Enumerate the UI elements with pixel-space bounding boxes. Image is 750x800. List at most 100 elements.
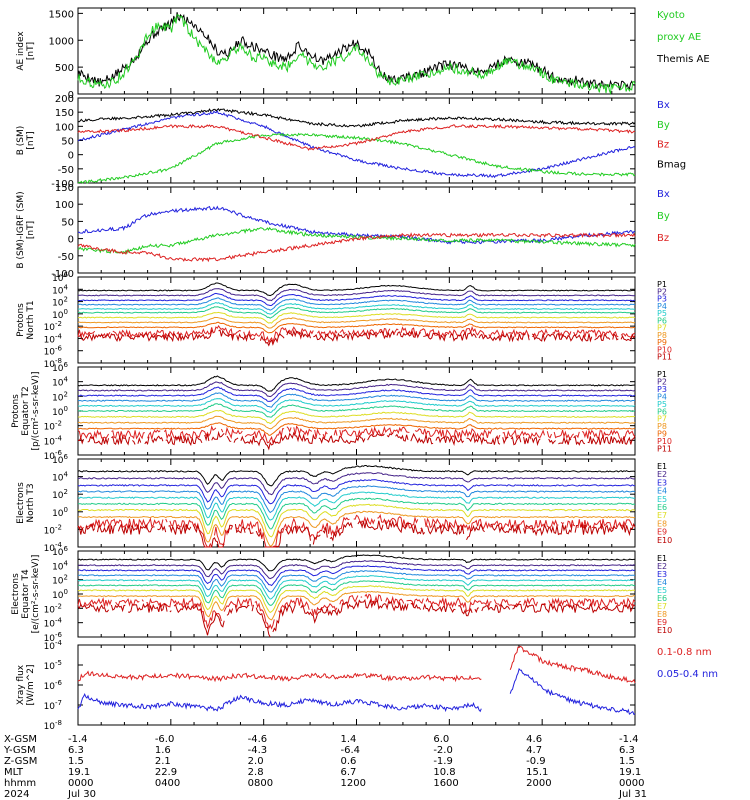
legend-entry: P2 xyxy=(657,377,667,386)
orbit-value: 1.5 xyxy=(619,756,635,767)
legend-entry: P11 xyxy=(657,445,672,454)
y-tick-label: 0 xyxy=(68,151,74,162)
channel-p9 xyxy=(77,321,636,334)
channel-e2 xyxy=(78,472,636,496)
legend-entry: P11 xyxy=(657,353,672,362)
y-axis-label: Protons xyxy=(16,303,26,337)
orbit-value: 19.1 xyxy=(619,767,641,778)
y-tick-label: 100 xyxy=(52,308,68,321)
legend-entry: P9 xyxy=(657,430,667,439)
y-axis-label: B (SM) xyxy=(16,126,26,156)
orbit-value: -6.4 xyxy=(341,745,361,756)
y-tick-label: -50 xyxy=(58,165,74,176)
legend-entry: E2 xyxy=(657,470,667,479)
legend-entry: E2 xyxy=(657,562,667,571)
legend-entry: Kyoto xyxy=(657,10,685,21)
channel-e3 xyxy=(77,565,636,587)
legend-entry: E5 xyxy=(657,495,667,504)
orbit-value: Jul 31 xyxy=(618,789,647,800)
orbit-table: X-GSMY-GSMZ-GSMMLThhmm2024-1.46.31.519.1… xyxy=(3,734,647,800)
channel-e7 xyxy=(77,585,636,614)
y-tick-label: 10-8 xyxy=(44,719,62,732)
legend-entry: E8 xyxy=(657,610,667,619)
y-tick-label: -50 xyxy=(58,252,74,263)
channel-e6 xyxy=(77,497,636,530)
channel-p11 xyxy=(78,329,636,347)
orbit-value: Jul 30 xyxy=(67,789,96,800)
channel-e10 xyxy=(77,519,636,548)
legend-entry: P1 xyxy=(657,280,667,289)
channel-e6 xyxy=(78,580,636,606)
orbit-value: 0000 xyxy=(68,778,93,789)
orbit-value: 6.3 xyxy=(68,745,84,756)
legend-entry: P8 xyxy=(657,331,667,340)
orbit-value: 4.7 xyxy=(526,745,542,756)
channel-p2 xyxy=(77,288,636,302)
channel-p11 xyxy=(77,430,636,451)
orbit-value: -1.4 xyxy=(619,734,639,745)
y-tick-label: 104 xyxy=(52,471,68,484)
legend-entry: E6 xyxy=(657,594,667,603)
channel-e10 xyxy=(77,598,636,638)
y-tick-label: 102 xyxy=(52,488,68,501)
legend-entry: P5 xyxy=(657,309,667,318)
channel-e2 xyxy=(77,560,636,580)
y-axis-label: Xray flux xyxy=(16,664,26,705)
series-bz xyxy=(77,232,636,263)
y-axis-label: Protons xyxy=(11,394,21,428)
legend-entry: P10 xyxy=(657,437,672,446)
y-tick-label: 102 xyxy=(52,296,68,309)
legend-entry: Bx xyxy=(657,189,670,200)
channel-p7 xyxy=(77,409,636,425)
y-tick-label: 104 xyxy=(52,559,68,572)
panel-db_igrf: -100 -50 0 50 100 150 B (SM)-IGRF (SM) [nT] Bx By… xyxy=(16,183,670,280)
y-tick-label: 100 xyxy=(52,588,68,601)
orbit-value: -0.9 xyxy=(526,756,546,767)
series-bmag xyxy=(77,108,636,128)
orbit-value: 1.6 xyxy=(155,745,171,756)
legend-entry: P6 xyxy=(657,407,667,416)
legend-entry: P2 xyxy=(657,287,667,296)
y-tick-label: 10-4 xyxy=(44,434,63,447)
series-0-1-0-8-nm xyxy=(77,645,636,684)
orbit-value: 0400 xyxy=(155,778,180,789)
legend-entry: E6 xyxy=(657,503,667,512)
plot-frame xyxy=(77,550,636,638)
plot-frame xyxy=(77,644,636,726)
channel-p5 xyxy=(77,398,636,414)
y-tick-label: 10-2 xyxy=(44,420,62,433)
legend-entry: P5 xyxy=(657,400,667,409)
y-tick-label: 10-2 xyxy=(44,602,62,615)
legend-entry: By xyxy=(657,120,670,131)
legend-entry: P6 xyxy=(657,316,667,325)
channel-e5 xyxy=(77,491,636,521)
orbit-value: 0.6 xyxy=(341,756,357,767)
y-tick-label: 102 xyxy=(52,574,68,587)
channel-e4 xyxy=(77,485,636,514)
orbit-value: 1200 xyxy=(341,778,366,789)
channel-p2 xyxy=(77,381,636,398)
y-axis-label: B (SM)-IGRF (SM) xyxy=(16,191,26,268)
y-axis-label: Equator T4 xyxy=(21,569,31,619)
legend-entry: P7 xyxy=(657,415,667,424)
orbit-value: -1.9 xyxy=(433,756,453,767)
legend-entry: E7 xyxy=(657,602,667,611)
channel-e5 xyxy=(77,575,636,600)
y-axis-label: [e/(cm²-s-sr-keV)] xyxy=(31,555,41,634)
orbit-value: 10.8 xyxy=(433,767,455,778)
panel-ae: 0 500 1000 1500 AE index [nT] Kyoto proxy AE The… xyxy=(16,7,710,101)
plot-frame xyxy=(77,7,636,95)
orbit-value: -4.3 xyxy=(248,745,268,756)
channel-p4 xyxy=(77,297,636,311)
y-axis-label: [nT] xyxy=(26,42,36,60)
orbit-value: 0000 xyxy=(619,778,644,789)
y-tick-label: 10-5 xyxy=(44,659,62,672)
y-tick-label: -100 xyxy=(51,269,74,280)
channel-p6 xyxy=(77,403,636,418)
legend-entry: E4 xyxy=(657,487,667,496)
legend-entry: E1 xyxy=(657,462,667,471)
y-tick-label: 1000 xyxy=(49,36,74,47)
legend-entry: P7 xyxy=(657,324,667,333)
y-axis-label: Equator T2 xyxy=(21,386,31,435)
